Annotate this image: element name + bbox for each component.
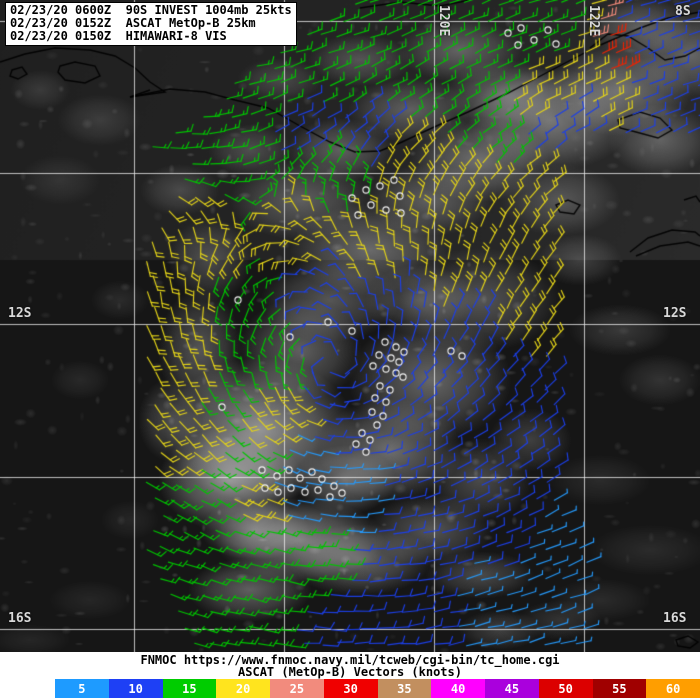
colorbar-segment-20kt: 20 (216, 679, 270, 698)
colorbar-segment-40kt: 40 (431, 679, 485, 698)
colorbar-segment-15kt: 15 (162, 679, 217, 698)
colorbar-segment-25kt: 25 (270, 679, 324, 698)
colorbar-segment-35kt: 35 (377, 679, 432, 698)
header-line-invest: 02/23/20 0600Z 90S INVEST 1004mb 25kts (10, 3, 292, 17)
colorbar-segment-55kt: 55 (592, 679, 647, 698)
lat-label-8s-right: 8S (675, 4, 691, 19)
colorbar-segment-45kt: 45 (485, 679, 539, 698)
colorbar-segment-50kt: 50 (538, 679, 593, 698)
header-line-ascat: 02/23/20 0152Z ASCAT MetOp-B 25km (10, 16, 256, 30)
lat-label-16s-left: 16S (8, 611, 32, 626)
header-line-himawari: 02/23/20 0150Z HIMAWARI-8 VIS (10, 29, 227, 43)
colorbar-segment-60kt: 60 (646, 679, 700, 698)
footer-url: FNMOC https://www.fnmoc.navy.mil/tcweb/c… (140, 653, 560, 667)
lat-label-12s-right: 12S (663, 306, 687, 321)
colorbar-segment-10kt: 10 (108, 679, 163, 698)
colorbar-segment-30kt: 30 (323, 679, 378, 698)
wind-speed-colorbar: 5 10 15 20 25 30 35 40 45 50 55 60 (55, 679, 700, 698)
lon-label-120e: 120E (436, 5, 451, 37)
product-header-box: 02/23/20 0600Z 90S INVEST 1004mb 25kts 0… (5, 2, 297, 46)
lat-label-16s-right: 16S (663, 611, 687, 626)
lat-label-12s-left: 12S (8, 306, 32, 321)
colorbar-segment-5kt: 5 (55, 679, 109, 698)
footer-bar: FNMOC https://www.fnmoc.navy.mil/tcweb/c… (0, 652, 700, 700)
satellite-imagery-wind-vectors-canvas (0, 0, 700, 652)
footer-product-title: ASCAT (MetOp-B) Vectors (knots) (238, 665, 462, 679)
satellite-map: 02/23/20 0600Z 90S INVEST 1004mb 25kts 0… (0, 0, 700, 652)
lon-label-122e: 122E (586, 5, 601, 37)
